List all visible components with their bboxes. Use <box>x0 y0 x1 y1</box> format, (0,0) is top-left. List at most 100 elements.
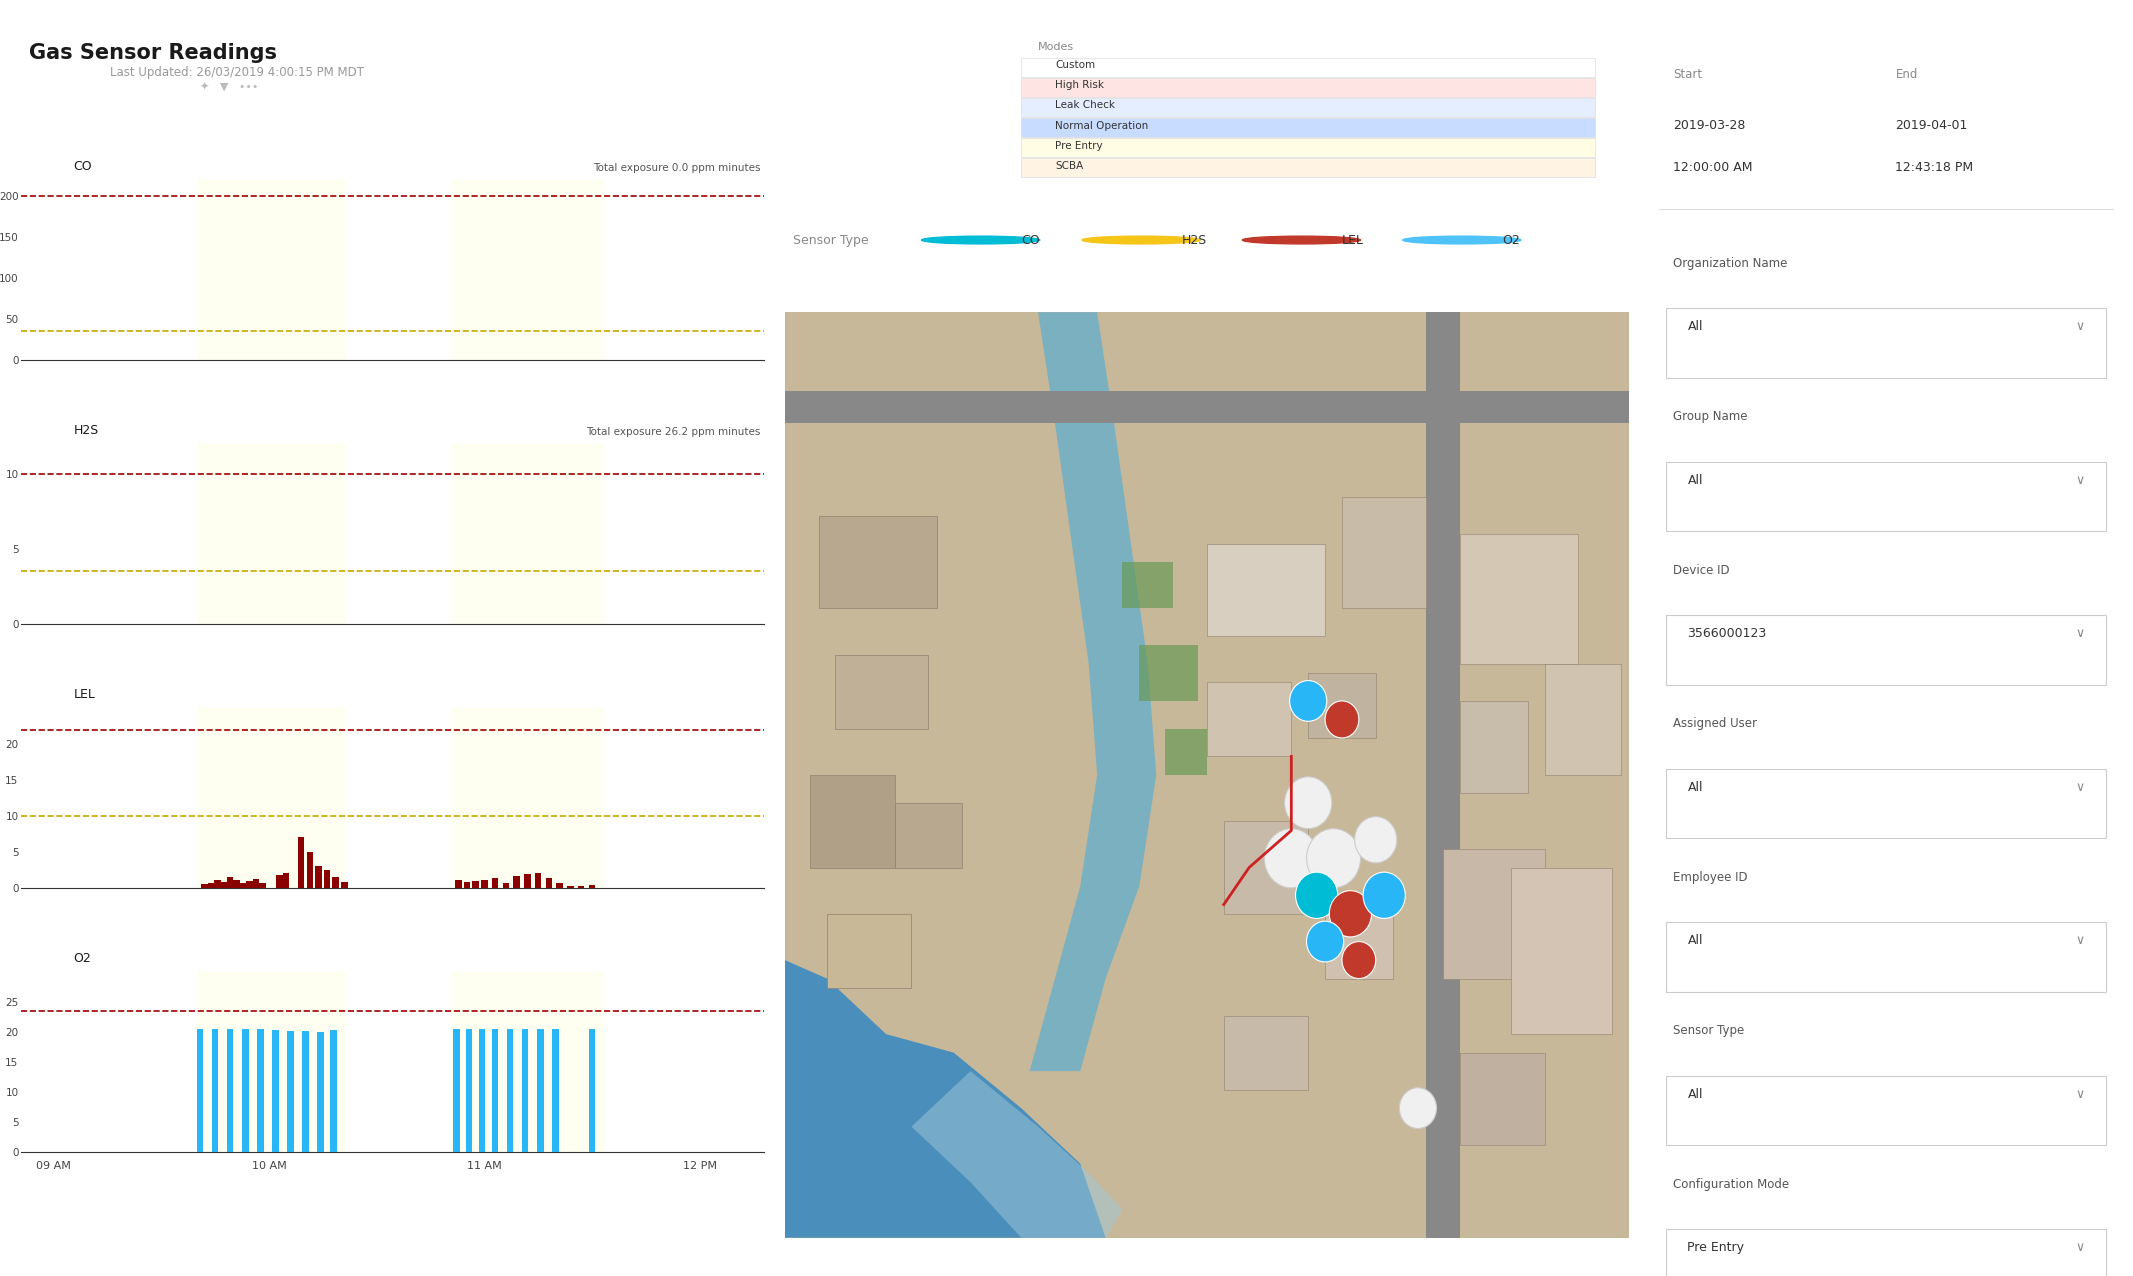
Bar <box>546 878 552 888</box>
Text: All: All <box>1687 473 1702 486</box>
Circle shape <box>1342 942 1376 979</box>
Text: 2019-03-28: 2019-03-28 <box>1672 119 1745 131</box>
Bar <box>514 877 520 888</box>
Text: Employee ID: Employee ID <box>1672 870 1747 884</box>
Text: Total exposure 26.2 ppm minutes: Total exposure 26.2 ppm minutes <box>587 427 761 436</box>
Circle shape <box>1329 891 1372 937</box>
Bar <box>1461 701 1527 794</box>
Bar <box>1207 544 1325 637</box>
Text: ∨: ∨ <box>2075 473 2084 486</box>
Bar <box>785 390 1630 424</box>
Bar <box>1122 563 1173 609</box>
Bar <box>525 874 531 888</box>
Text: ∨: ∨ <box>2075 934 2084 947</box>
Circle shape <box>921 236 1039 244</box>
Bar <box>198 444 343 624</box>
Text: SCBA: SCBA <box>1056 161 1084 171</box>
Text: ✦   ▼   •••: ✦ ▼ ••• <box>201 82 258 91</box>
Bar <box>284 873 290 888</box>
Text: O2: O2 <box>1502 234 1521 246</box>
Text: Assigned User: Assigned User <box>1672 717 1758 730</box>
Bar <box>535 873 542 888</box>
Text: Sensor Type: Sensor Type <box>793 234 868 246</box>
Bar <box>1461 1053 1544 1145</box>
Bar <box>232 880 239 888</box>
Bar <box>471 882 480 888</box>
Text: Device ID: Device ID <box>1672 564 1730 577</box>
Text: CO: CO <box>73 160 92 172</box>
FancyBboxPatch shape <box>1022 98 1595 116</box>
Text: ∨: ∨ <box>2075 1088 2084 1101</box>
FancyBboxPatch shape <box>1022 158 1595 177</box>
Bar <box>828 914 911 988</box>
Circle shape <box>1308 828 1361 888</box>
Text: Organization Name: Organization Name <box>1672 256 1787 269</box>
FancyBboxPatch shape <box>1666 1076 2105 1146</box>
Bar <box>1510 868 1613 1034</box>
Bar <box>538 1028 544 1152</box>
Bar <box>307 852 314 888</box>
Circle shape <box>1081 236 1201 244</box>
Bar <box>254 879 260 888</box>
Polygon shape <box>911 1071 1122 1238</box>
Bar <box>198 708 343 888</box>
FancyBboxPatch shape <box>1666 462 2105 531</box>
FancyBboxPatch shape <box>1022 138 1595 157</box>
Text: High Risk: High Risk <box>1056 80 1105 91</box>
Bar <box>258 1028 264 1152</box>
Circle shape <box>1404 236 1521 244</box>
Text: ∨: ∨ <box>2075 1242 2084 1254</box>
Bar <box>452 1030 459 1152</box>
Bar <box>299 837 305 888</box>
FancyBboxPatch shape <box>1666 923 2105 991</box>
Text: Start: Start <box>1672 69 1702 82</box>
Bar <box>465 1028 471 1152</box>
Bar <box>493 878 499 888</box>
Text: All: All <box>1687 1088 1702 1101</box>
Bar <box>452 972 604 1152</box>
Text: 12:43:18 PM: 12:43:18 PM <box>1896 161 1973 174</box>
Circle shape <box>1265 828 1318 888</box>
Bar <box>452 444 604 624</box>
Text: Pre Entry: Pre Entry <box>1687 1242 1745 1254</box>
Text: ∨: ∨ <box>2075 781 2084 794</box>
Text: Pre Entry: Pre Entry <box>1056 140 1103 151</box>
FancyBboxPatch shape <box>1022 78 1595 97</box>
Bar <box>239 883 245 888</box>
Bar <box>567 886 574 888</box>
Bar <box>277 875 284 888</box>
FancyBboxPatch shape <box>1022 57 1595 77</box>
Text: Sensor Type: Sensor Type <box>1672 1025 1745 1037</box>
Bar <box>452 708 604 888</box>
Text: CO: CO <box>1022 234 1039 246</box>
Text: 12:00:00 AM: 12:00:00 AM <box>1672 161 1753 174</box>
Bar <box>324 870 331 888</box>
Bar <box>482 879 488 888</box>
Bar <box>1224 822 1308 914</box>
Circle shape <box>1363 873 1406 919</box>
Bar <box>819 516 936 609</box>
Circle shape <box>1295 873 1337 919</box>
Circle shape <box>1241 236 1361 244</box>
Bar <box>226 1028 232 1152</box>
Polygon shape <box>1030 313 1156 1071</box>
Text: Total exposure 0.0 ppm minutes: Total exposure 0.0 ppm minutes <box>593 163 761 172</box>
Text: End: End <box>1896 69 1918 82</box>
Text: Last Updated: 26/03/2019 4:00:15 PM MDT: Last Updated: 26/03/2019 4:00:15 PM MDT <box>111 66 365 79</box>
FancyBboxPatch shape <box>1666 615 2105 685</box>
Bar <box>811 775 894 868</box>
Bar <box>1224 1016 1308 1090</box>
Text: Configuration Mode: Configuration Mode <box>1672 1178 1790 1191</box>
Text: Normal Operation: Normal Operation <box>1056 120 1148 130</box>
Bar <box>260 883 267 888</box>
Polygon shape <box>785 960 1105 1238</box>
Bar <box>508 1028 514 1152</box>
FancyBboxPatch shape <box>1666 309 2105 378</box>
Text: O2: O2 <box>73 952 92 965</box>
Bar <box>589 884 595 888</box>
Bar <box>316 866 322 888</box>
Bar <box>552 1028 559 1152</box>
Bar <box>198 180 343 360</box>
Text: 3566000123: 3566000123 <box>1687 628 1766 641</box>
Circle shape <box>1354 817 1397 863</box>
